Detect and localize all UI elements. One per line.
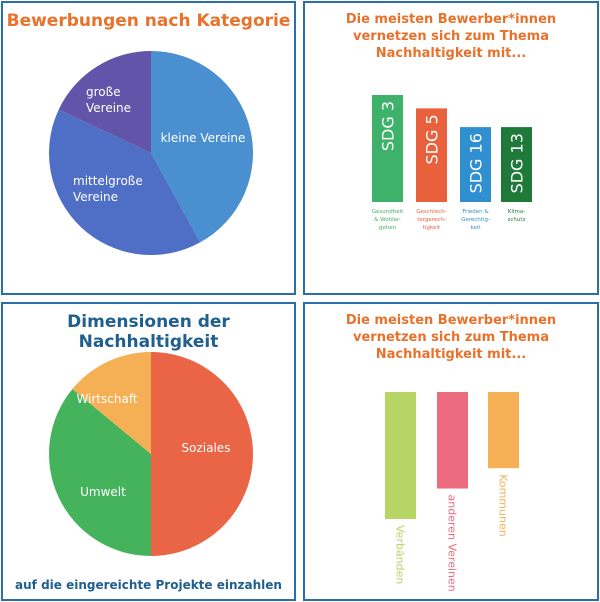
bar-sdg-13 bbox=[501, 127, 532, 202]
pie-slice-kleine-vereine bbox=[151, 51, 254, 243]
bar-verbänden bbox=[385, 392, 416, 519]
panel-sdg: Die meisten Bewerber*innen vernetzen sic… bbox=[303, 1, 599, 295]
bar-label-kommunen: Kommunen bbox=[497, 474, 510, 537]
bar-label-sdg-16: SDG 16 bbox=[467, 133, 486, 193]
pie-slice-soziales bbox=[151, 352, 253, 556]
pie-slice-wirtschaft bbox=[72, 352, 151, 454]
panel-footer: auf die eingereichte Projekte einzahlen bbox=[15, 578, 282, 592]
bar-label-sdg-13: SDG 13 bbox=[508, 133, 527, 193]
panel-partner: Die meisten Bewerber*innen vernetzen sic… bbox=[303, 302, 599, 601]
panel-title: Bewerbungen nach Kategorie bbox=[6, 11, 291, 31]
bar-sdg-3 bbox=[372, 95, 403, 202]
pie-slice-umwelt bbox=[48, 388, 151, 556]
pie-label-umwelt: Umwelt bbox=[80, 485, 126, 499]
bar-description-sdg-5: Geschlech-tergerech-tigkeit bbox=[416, 209, 446, 231]
pie-label-wirtschaft: Wirtschaft bbox=[76, 392, 137, 406]
bar-label-sdg-5: SDG 5 bbox=[423, 114, 442, 164]
bar-anderen-vereinen bbox=[437, 392, 468, 489]
pie-chart-dimensionen: Soziales Umwelt Wirtschaft bbox=[48, 352, 253, 556]
pie-label-mittelgroße-vereine: mittelgroße Vereine bbox=[73, 174, 143, 204]
bar-kommunen bbox=[488, 392, 519, 469]
pie-label-soziales: Soziales bbox=[182, 441, 231, 455]
pie-label-große-vereine: große Vereine bbox=[86, 85, 131, 115]
pie-label-kleine-vereine: kleine Vereine bbox=[161, 131, 246, 145]
pie-chart-kategorie: kleine Vereine mittelgroße Vereine große Ver… bbox=[48, 51, 254, 255]
bar-label-verbänden: Verbänden bbox=[394, 525, 407, 584]
bar-description-sdg-13: Klima-schutz bbox=[508, 209, 526, 223]
bar-sdg-16 bbox=[460, 127, 491, 202]
panel-dimensionen: Dimensionen der Nachhaltigkeit Soziales U… bbox=[1, 302, 296, 601]
pie-slice-große-vereine bbox=[58, 51, 151, 153]
pie-slice-mittelgroße-vereine bbox=[48, 109, 201, 255]
bar-label-anderen-vereinen: anderen Vereinen bbox=[446, 495, 459, 592]
bar-chart-sdg: SDG 3 Gesundheit & Wohler-gehen SDG 5 Geschl… bbox=[372, 95, 532, 231]
panel-title: Die meisten Bewerber*innen vernetzen sic… bbox=[345, 12, 557, 61]
bar-description-sdg-16: Frieden & Gerechtig-keit bbox=[461, 209, 490, 231]
bar-chart-partner: Verbänden anderen Vereinen Kommunen bbox=[385, 392, 519, 592]
bar-sdg-5 bbox=[416, 108, 447, 202]
bar-description-sdg-3: Gesundheit & Wohler-gehen bbox=[372, 209, 404, 231]
panel-bewerbungen-kategorie: Bewerbungen nach Kategorie kleine Verein… bbox=[1, 1, 296, 295]
panel-title: Dimensionen der Nachhaltigkeit bbox=[67, 312, 230, 352]
panel-title: Die meisten Bewerber*innen vernetzen sic… bbox=[345, 313, 557, 362]
bar-label-sdg-3: SDG 3 bbox=[379, 101, 398, 151]
